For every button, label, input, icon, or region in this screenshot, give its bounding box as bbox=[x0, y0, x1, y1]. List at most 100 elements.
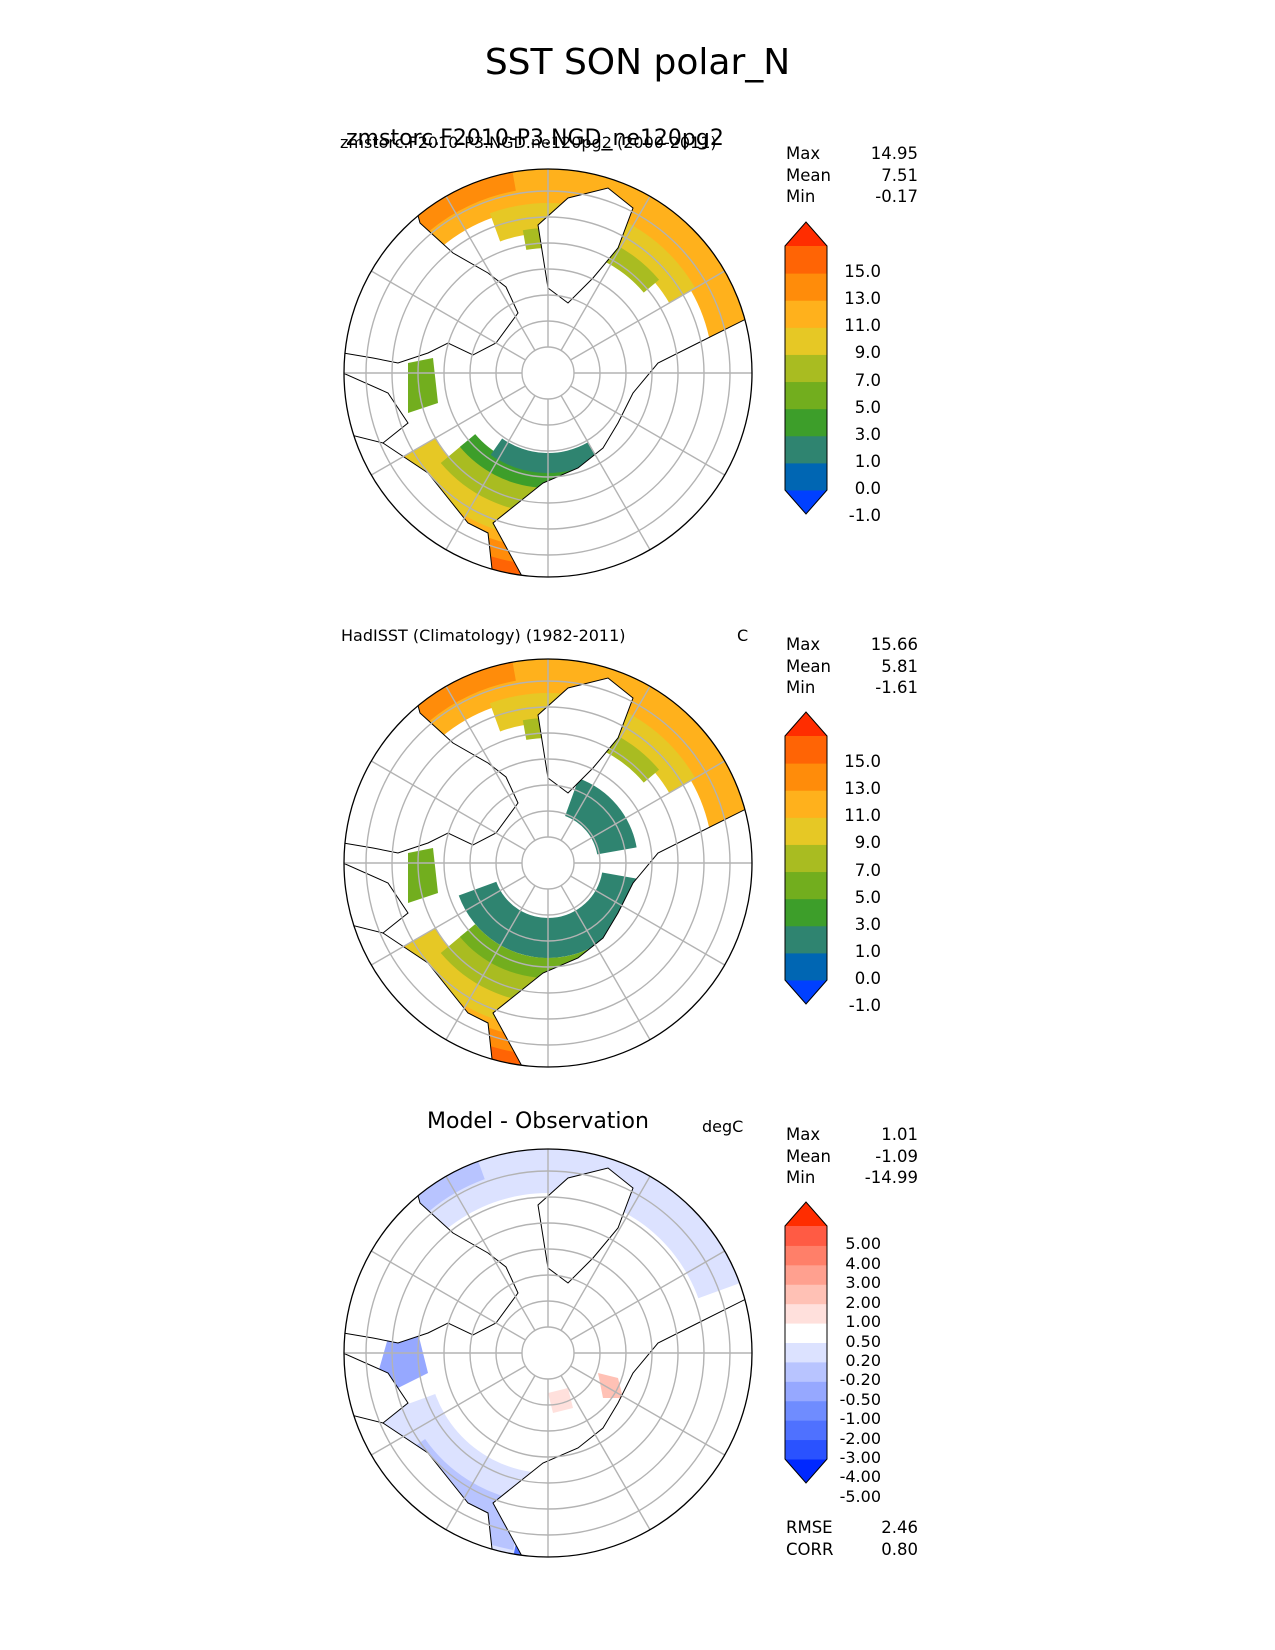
diff-units: degC bbox=[702, 1117, 744, 1136]
stat-label: Min bbox=[786, 187, 816, 206]
colorbar-segment bbox=[785, 1400, 827, 1421]
diff-colorbar bbox=[784, 1201, 828, 1484]
colorbar-segment bbox=[785, 246, 827, 274]
colorbar-tick-label: 0.0 bbox=[854, 479, 881, 498]
stat-value: 7.51 bbox=[881, 165, 918, 185]
colorbar-tick-label: 13.0 bbox=[844, 289, 881, 309]
meridian-line bbox=[570, 875, 726, 966]
colorbar-tick-label: 0.50 bbox=[845, 1331, 881, 1351]
colorbar-segment bbox=[785, 1381, 827, 1402]
stat-value: 1.01 bbox=[881, 1125, 918, 1144]
meridian-line bbox=[560, 195, 651, 351]
meridian-line bbox=[370, 760, 526, 851]
land-mass bbox=[492, 1292, 752, 1557]
colorbar-segment bbox=[785, 1342, 827, 1363]
diff-sst-map bbox=[343, 1148, 753, 1558]
diff-patch bbox=[378, 1333, 428, 1388]
colorbar-tick-label: 3.0 bbox=[854, 424, 881, 444]
colorbar-tick-label: 13.0 bbox=[844, 779, 881, 799]
colorbar-segment bbox=[785, 952, 827, 981]
colorbar-extend-max bbox=[785, 712, 827, 736]
colorbar-segment bbox=[785, 1264, 827, 1285]
stat-label: Mean bbox=[786, 165, 831, 185]
stat-value: -1.09 bbox=[875, 1146, 918, 1166]
colorbar-tick-label: -3.00 bbox=[839, 1448, 881, 1467]
colorbar-segment bbox=[785, 300, 827, 328]
stat-label: Max bbox=[786, 1125, 821, 1144]
map-boundary bbox=[343, 168, 753, 578]
meridian-line bbox=[570, 1365, 726, 1456]
meridian-line bbox=[445, 885, 536, 1041]
meridian-line bbox=[370, 875, 526, 966]
diff-stats: Max 1.01 Mean -1.09 Min -14.99 bbox=[786, 1124, 918, 1189]
meridian-line bbox=[445, 1375, 536, 1531]
meridian-line bbox=[445, 195, 536, 351]
model-sst-map bbox=[343, 168, 753, 578]
stat-value: 15.66 bbox=[870, 635, 918, 654]
colorbar-tick-label: -4.00 bbox=[839, 1467, 881, 1487]
meridian-line bbox=[560, 685, 651, 841]
stat-value: 14.95 bbox=[870, 144, 918, 163]
obs-panel-title: HadISST (Climatology) (1982-2011) bbox=[341, 626, 626, 645]
colorbar-segment bbox=[785, 1420, 827, 1441]
colorbar-tick-label: -1.00 bbox=[839, 1409, 881, 1429]
colorbar-tick-label: 5.00 bbox=[845, 1234, 881, 1254]
colorbar-segment bbox=[785, 1361, 827, 1382]
model-panel-title-overlap: zmstorc.F2010-P3.NGD_ne120pg2 bbox=[346, 126, 724, 151]
meridian-line bbox=[370, 1365, 526, 1456]
meridian-line bbox=[560, 885, 651, 1041]
diff-patch bbox=[598, 1373, 623, 1398]
colorbar-extend-max bbox=[785, 222, 827, 246]
land-mass bbox=[492, 802, 752, 1067]
colorbar-tick-label: -0.50 bbox=[839, 1389, 881, 1409]
stat-label: Mean bbox=[786, 1146, 831, 1166]
colorbar-tick-label: 3.00 bbox=[845, 1273, 881, 1293]
stat-label: Mean bbox=[786, 656, 831, 676]
metric-value: 0.80 bbox=[881, 1539, 918, 1559]
colorbar-segment bbox=[785, 1226, 827, 1246]
meridian-line bbox=[445, 395, 536, 551]
colorbar-tick-label: 7.0 bbox=[854, 370, 881, 390]
colorbar-tick-label: -5.00 bbox=[839, 1486, 881, 1506]
colorbar-tick-label: 9.0 bbox=[854, 833, 881, 853]
colorbar-segment bbox=[785, 871, 827, 900]
colorbar-extend-max bbox=[785, 1202, 827, 1226]
colorbar-extend-min bbox=[785, 1459, 827, 1483]
stat-label: Min bbox=[786, 1168, 816, 1187]
meridian-line bbox=[570, 270, 726, 361]
meridian-line bbox=[370, 385, 526, 476]
colorbar-segment bbox=[785, 381, 827, 410]
land-mass bbox=[344, 862, 409, 934]
colorbar-tick-label: 5.0 bbox=[854, 887, 881, 907]
colorbar-tick-label: 9.0 bbox=[854, 343, 881, 363]
sst-band bbox=[350, 169, 516, 310]
stat-label: Min bbox=[786, 678, 816, 697]
colorbar-tick-label: 15.0 bbox=[844, 752, 881, 772]
colorbar-segment bbox=[785, 817, 827, 845]
model-panel-title: zmstorc.F2010-P3.NGD.ne120pg2 (2000-2011… bbox=[340, 133, 717, 152]
sst-band bbox=[350, 659, 516, 800]
obs-sst-map bbox=[343, 658, 753, 1068]
colorbar-segment bbox=[785, 273, 827, 301]
colorbar-tick-label: 1.00 bbox=[845, 1312, 881, 1332]
colorbar-tick-label: -0.20 bbox=[839, 1370, 881, 1390]
meridian-line bbox=[570, 385, 726, 476]
colorbar-tick-label: 15.0 bbox=[844, 262, 881, 282]
colorbar-tick-label: 0.0 bbox=[854, 969, 881, 988]
colorbar-segment bbox=[785, 462, 827, 491]
meridian-line bbox=[570, 760, 726, 851]
colorbar-segment bbox=[785, 925, 827, 954]
meridian-line bbox=[560, 1175, 651, 1331]
colorbar-tick-label: 7.0 bbox=[854, 860, 881, 880]
metric-label: RMSE bbox=[786, 1518, 833, 1537]
diff-patch bbox=[548, 1388, 573, 1413]
colorbar-extend-min bbox=[785, 980, 827, 1004]
sst-band bbox=[490, 438, 598, 474]
colorbar-segment bbox=[785, 736, 827, 764]
metric-value: 2.46 bbox=[881, 1518, 918, 1537]
ice-cap bbox=[503, 818, 593, 908]
obs-stats: Max 15.66 Mean 5.81 Min -1.61 bbox=[786, 634, 918, 699]
colorbar-segment bbox=[785, 898, 827, 927]
stat-label: Max bbox=[786, 144, 821, 163]
